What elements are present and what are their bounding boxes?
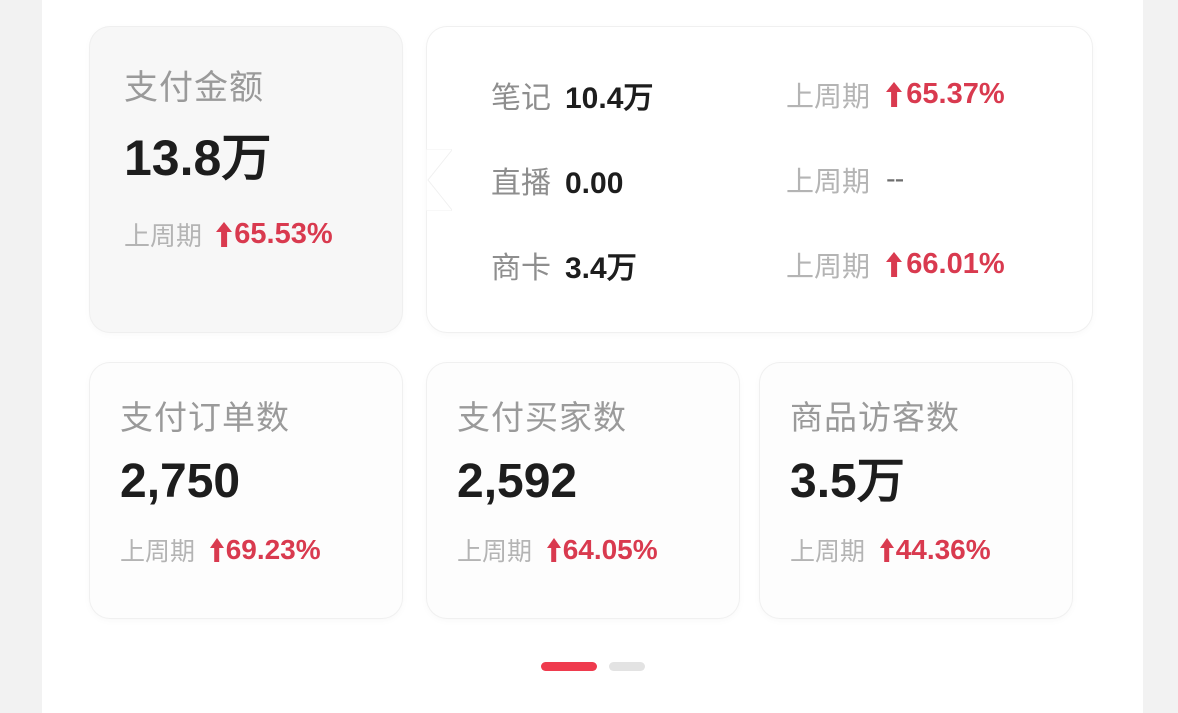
metric-card-delta: 上周期 69.23% xyxy=(120,532,402,568)
breakdown-delta-group: -- xyxy=(886,163,904,196)
breakdown-row-right: 上周期 66.01% xyxy=(786,245,1005,285)
arrow-up-icon xyxy=(886,82,902,106)
breakdown-delta-group: 66.01% xyxy=(886,248,1005,281)
metric-delta-group: 64.05% xyxy=(546,534,658,566)
device-right-band xyxy=(1143,0,1178,713)
pagination-dot-active[interactable] xyxy=(540,662,597,671)
metric-card-value: 2,592 xyxy=(457,455,578,508)
breakdown-period-label: 上周期 xyxy=(786,165,871,197)
breakdown-row-right: 上周期 -- xyxy=(786,160,904,200)
metric-card-title: 商品访客数 xyxy=(790,399,960,436)
metric-card-value: 3.5万 xyxy=(790,455,905,508)
metric-delta-label: 上周期 xyxy=(120,538,196,566)
metric-card-delta: 上周期 64.05% xyxy=(457,532,739,568)
breakdown-row-value: 10.4万 xyxy=(565,81,654,115)
breakdown-card[interactable]: 笔记 10.4万 上周期 65.37% 直播 0.00 上周期 xyxy=(426,27,1092,332)
device-left-band xyxy=(0,0,42,713)
breakdown-row-name: 直播 xyxy=(491,166,551,200)
metric-delta-value: 44.36% xyxy=(895,534,991,565)
breakdown-delta-value: 65.37% xyxy=(906,78,1005,110)
metric-delta-label: 上周期 xyxy=(790,538,866,566)
breakdown-row: 直播 0.00 上周期 -- xyxy=(491,137,1092,222)
primary-delta-group: 65.53% xyxy=(216,218,333,251)
breakdown-row: 笔记 10.4万 上周期 65.37% xyxy=(491,52,1092,137)
breakdown-period-label: 上周期 xyxy=(786,80,871,112)
metric-card-paid-orders[interactable]: 支付订单数 2,750 上周期 69.23% xyxy=(90,363,402,618)
breakdown-delta-value: -- xyxy=(886,163,904,195)
dashboard-canvas: 支付金额 13.8万 上周期 65.53% 笔记 10.4万 上周期 xyxy=(42,0,1143,713)
breakdown-row-right: 上周期 65.37% xyxy=(786,75,1005,115)
breakdown-row-left: 商卡 3.4万 xyxy=(491,243,786,287)
metric-card-value: 2,750 xyxy=(120,455,241,508)
primary-delta-value: 65.53% xyxy=(234,218,333,250)
primary-metric-card[interactable]: 支付金额 13.8万 上周期 65.53% xyxy=(90,27,402,332)
metric-delta-label: 上周期 xyxy=(457,538,533,566)
breakdown-delta-value: 66.01% xyxy=(906,248,1005,280)
metric-delta-group: 69.23% xyxy=(209,534,321,566)
page-title: 支付金额 xyxy=(124,69,264,107)
carousel-pagination[interactable] xyxy=(42,662,1143,671)
breakdown-row-left: 笔记 10.4万 xyxy=(491,73,786,117)
breakdown-delta-group: 65.37% xyxy=(886,78,1005,111)
breakdown-row-value: 0.00 xyxy=(565,166,624,200)
metric-delta-group: 44.36% xyxy=(879,534,991,566)
metric-delta-value: 64.05% xyxy=(562,534,658,565)
primary-metric-delta: 上周期 65.53% xyxy=(124,216,402,253)
arrow-up-icon xyxy=(879,538,895,562)
breakdown-row: 商卡 3.4万 上周期 66.01% xyxy=(491,222,1092,307)
breakdown-period-label: 上周期 xyxy=(786,250,871,282)
metric-card-product-visitors[interactable]: 商品访客数 3.5万 上周期 44.36% xyxy=(760,363,1072,618)
breakdown-row-name: 商卡 xyxy=(491,251,551,285)
metric-card-title: 支付买家数 xyxy=(457,399,627,436)
metric-card-title: 支付订单数 xyxy=(120,399,290,436)
arrow-up-icon xyxy=(216,222,232,246)
arrow-up-icon xyxy=(546,538,562,562)
primary-metric-value: 13.8万 xyxy=(124,130,272,186)
breakdown-row-list: 笔记 10.4万 上周期 65.37% 直播 0.00 上周期 xyxy=(427,27,1092,332)
breakdown-row-name: 笔记 xyxy=(491,81,551,115)
arrow-up-icon xyxy=(209,538,225,562)
arrow-up-icon xyxy=(886,252,902,276)
primary-delta-label: 上周期 xyxy=(124,221,203,251)
metric-card-paid-buyers[interactable]: 支付买家数 2,592 上周期 64.05% xyxy=(427,363,739,618)
breakdown-row-value: 3.4万 xyxy=(565,251,637,285)
metric-card-delta: 上周期 44.36% xyxy=(790,532,1072,568)
pagination-dot-inactive[interactable] xyxy=(608,662,645,671)
metric-delta-value: 69.23% xyxy=(225,534,321,565)
breakdown-row-left: 直播 0.00 xyxy=(491,158,786,202)
